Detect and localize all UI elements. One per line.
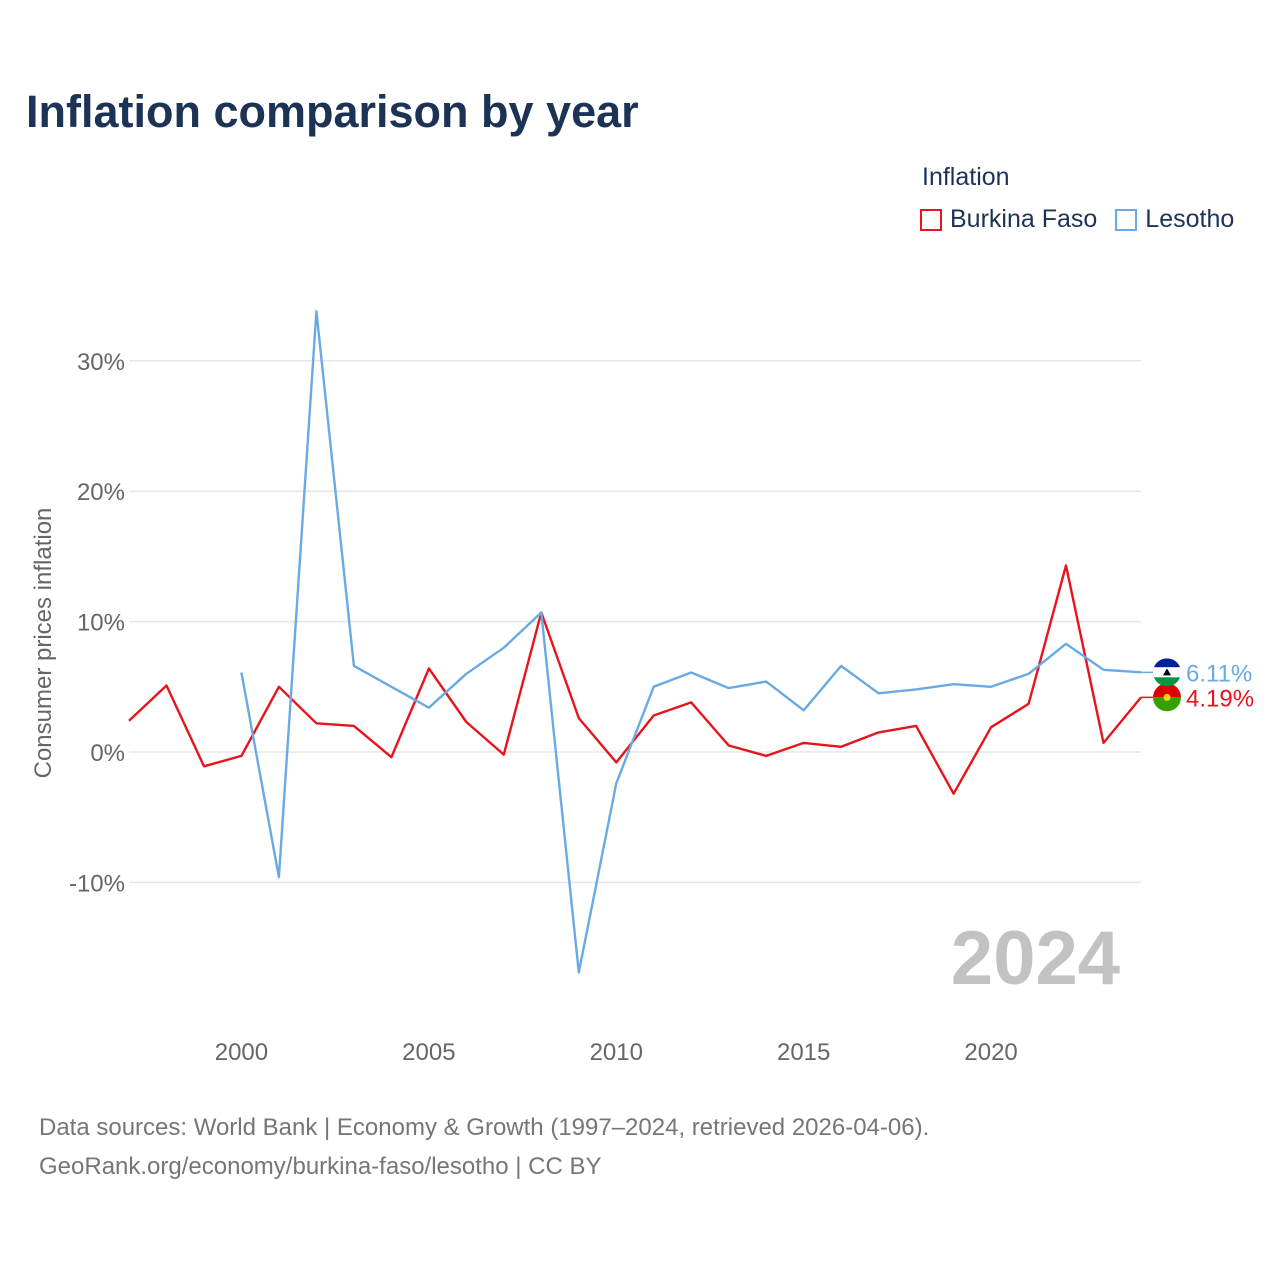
grid-layer <box>129 360 1141 884</box>
series-line-burkina-faso <box>128 564 1142 795</box>
flag-icon-burkina-faso <box>1153 683 1181 712</box>
end-labels: 4.19%6.11% <box>1141 658 1254 712</box>
x-tick-label: 2010 <box>590 1039 643 1066</box>
legend-item-lesotho[interactable]: Lesotho <box>1115 205 1234 234</box>
y-tick-label: 0% <box>90 740 125 767</box>
x-axis: 2000 2005 2010 2015 2020 <box>215 1039 1018 1066</box>
legend-label-lesotho: Lesotho <box>1145 205 1235 233</box>
y-tick-label: 30% <box>77 349 125 376</box>
legend: Burkina Faso Lesotho <box>920 205 1234 234</box>
x-tick-label: 2015 <box>777 1039 830 1066</box>
legend-label-burkina-faso: Burkina Faso <box>950 205 1098 233</box>
source-line-1: Data sources: World Bank | Economy & Gro… <box>39 1114 930 1141</box>
legend-title: Inflation <box>922 163 1010 191</box>
series-layer <box>128 310 1142 974</box>
series-line-lesotho <box>240 310 1142 974</box>
source-line-2: GeoRank.org/economy/burkina-faso/lesotho… <box>39 1153 602 1180</box>
y-tick-label: 20% <box>77 479 125 506</box>
legend-swatch-burkina-faso <box>920 208 942 231</box>
end-label-burkina-faso: 4.19% <box>1186 685 1254 712</box>
y-tick-label: -10% <box>69 870 125 897</box>
flag-icon-lesotho <box>1153 658 1181 687</box>
chart-title: Inflation comparison by year <box>26 86 639 137</box>
year-watermark: 2024 <box>951 916 1120 1001</box>
y-tick-label: 10% <box>77 610 125 637</box>
y-axis: -10% 0% 10% 20% 30% <box>69 349 125 898</box>
legend-item-burkina-faso[interactable]: Burkina Faso <box>920 205 1097 234</box>
end-label-lesotho: 6.11% <box>1186 660 1252 687</box>
source-note: Data sources: World Bank | Economy & Gro… <box>39 1108 929 1186</box>
y-axis-label: Consumer prices inflation <box>30 508 57 779</box>
x-tick-label: 2005 <box>402 1039 455 1066</box>
legend-swatch-lesotho <box>1115 208 1138 231</box>
x-tick-label: 2020 <box>964 1039 1017 1066</box>
x-tick-label: 2000 <box>215 1039 268 1066</box>
line-chart: -10% 0% 10% 20% 30% 2000 2005 2010 2015 2020 Con… <box>30 310 1254 1066</box>
